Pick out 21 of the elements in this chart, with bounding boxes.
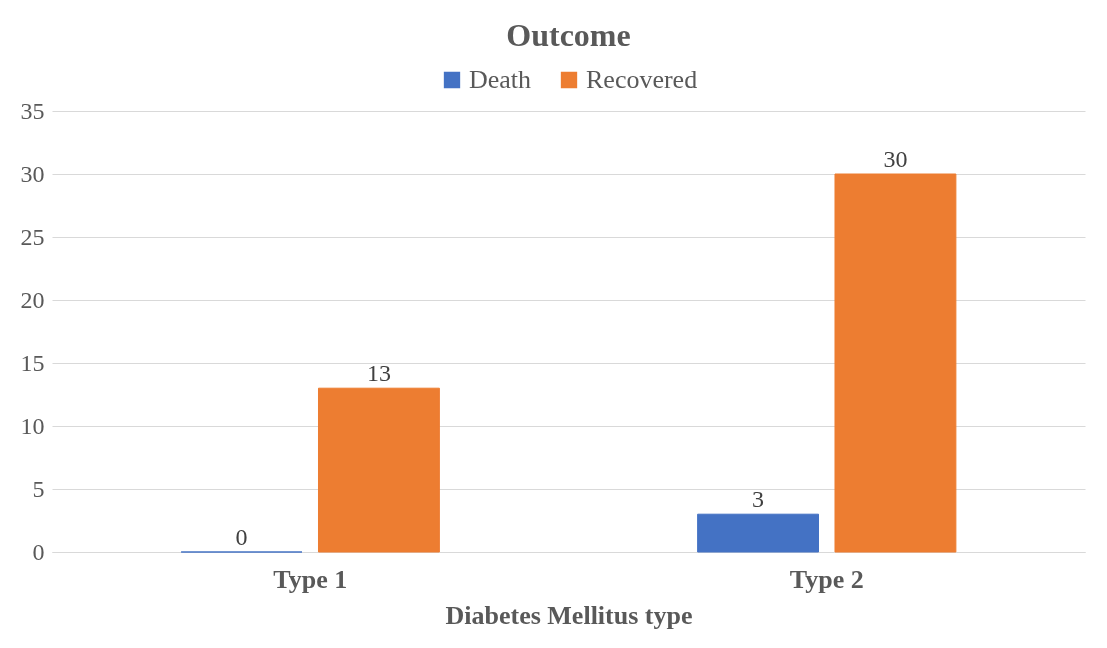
y-tick-label: 15 [20,349,45,376]
legend-label: Death [469,65,532,94]
bar [697,513,820,553]
data-label: 3 [752,486,765,513]
legend-label: Recovered [586,65,698,94]
y-tick-label: 35 [20,97,45,124]
data-label: 13 [366,360,391,387]
y-tick-label: 20 [20,286,45,313]
y-tick-label: 10 [20,412,45,439]
y-tick-label: 5 [32,475,45,502]
data-label: 30 [883,146,908,172]
y-tick-label: 0 [32,538,45,565]
x-tick-label: Type 2 [789,564,864,594]
bar [834,173,957,553]
x-axis-title: Diabetes Mellitus type [445,600,693,630]
bar [317,387,440,553]
x-tick-label: Type 1 [273,564,348,594]
data-label: 0 [235,524,248,550]
y-tick-label: 25 [20,223,45,250]
chart-title: Outcome [506,17,631,53]
y-tick-label: 30 [20,160,45,187]
